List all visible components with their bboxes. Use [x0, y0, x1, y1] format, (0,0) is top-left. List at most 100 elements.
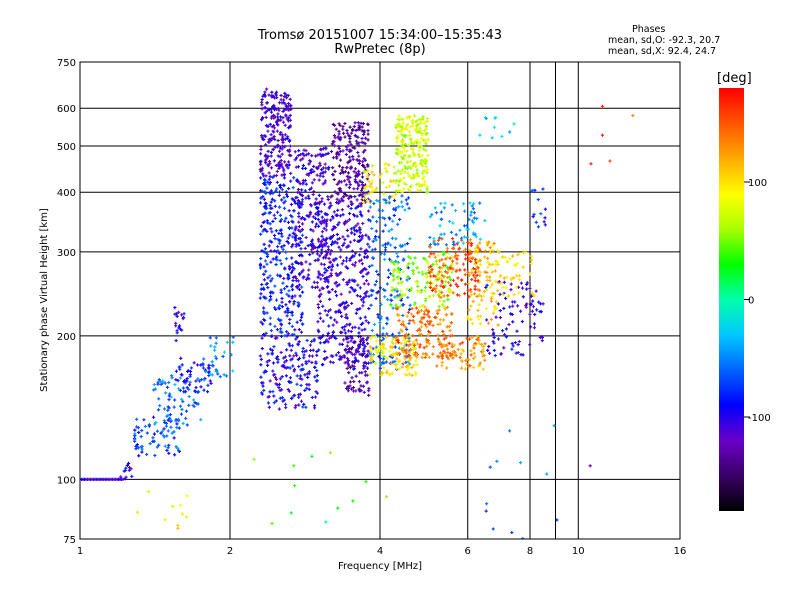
data-point	[341, 127, 345, 131]
data-point	[313, 216, 318, 220]
data-point	[423, 289, 427, 293]
data-point	[529, 325, 533, 329]
data-point	[295, 178, 299, 182]
data-point	[421, 303, 425, 308]
data-point	[502, 280, 506, 284]
data-point	[470, 219, 474, 223]
data-point	[176, 387, 181, 391]
data-point	[529, 294, 533, 298]
data-point	[157, 443, 161, 447]
data-point	[385, 371, 389, 375]
data-point	[330, 265, 335, 269]
data-point	[434, 259, 438, 263]
data-point	[282, 94, 286, 99]
data-point	[274, 90, 279, 94]
data-point	[437, 259, 442, 263]
data-point	[396, 148, 400, 152]
data-point	[401, 270, 405, 274]
data-point	[261, 94, 265, 98]
data-point	[303, 388, 307, 393]
data-point	[318, 336, 323, 340]
data-point	[488, 251, 493, 255]
data-point	[278, 228, 282, 232]
data-point	[344, 347, 348, 352]
data-point	[327, 206, 331, 210]
data-point	[231, 340, 235, 344]
data-point	[345, 228, 349, 232]
data-point	[330, 333, 335, 337]
data-point	[319, 172, 323, 176]
data-point	[407, 366, 411, 370]
data-point	[433, 255, 437, 259]
data-point	[352, 170, 356, 174]
data-point	[492, 304, 497, 308]
data-point	[327, 324, 331, 328]
data-point	[405, 278, 409, 282]
data-point	[516, 304, 520, 308]
data-point	[477, 293, 481, 297]
data-point	[269, 116, 274, 120]
data-point	[283, 199, 287, 203]
data-point	[451, 267, 455, 271]
data-point	[383, 166, 387, 171]
data-point	[326, 197, 330, 202]
data-point	[293, 232, 297, 236]
data-point	[318, 147, 323, 151]
data-point	[341, 243, 345, 248]
data-point	[269, 290, 273, 294]
data-point	[313, 365, 317, 370]
data-point	[280, 396, 284, 400]
data-point	[174, 312, 179, 316]
data-point	[359, 388, 363, 393]
data-point	[532, 212, 536, 217]
data-point	[333, 318, 337, 322]
data-point	[264, 282, 268, 286]
data-point	[268, 390, 272, 394]
data-point	[552, 424, 556, 428]
data-point	[163, 381, 167, 385]
data-point	[286, 387, 290, 392]
data-point	[458, 355, 462, 360]
data-point	[470, 277, 474, 282]
data-point	[366, 169, 370, 173]
data-point	[401, 313, 405, 318]
data-point	[299, 318, 303, 322]
data-point	[407, 174, 411, 178]
data-point	[366, 349, 370, 353]
data-point	[445, 249, 449, 254]
data-point	[442, 294, 446, 298]
data-point	[449, 266, 453, 270]
data-point	[489, 296, 493, 301]
data-point	[214, 368, 218, 372]
data-point	[438, 289, 442, 293]
data-point	[273, 324, 277, 329]
data-point	[419, 128, 423, 132]
data-point	[429, 270, 433, 274]
data-point	[270, 197, 274, 201]
data-point	[425, 325, 429, 329]
data-point	[266, 285, 270, 290]
data-point	[381, 181, 385, 185]
data-point	[408, 137, 412, 142]
data-point	[414, 350, 418, 355]
data-point	[299, 240, 303, 244]
data-point	[345, 351, 349, 355]
data-point	[346, 204, 350, 208]
data-point	[446, 297, 450, 302]
data-point	[259, 152, 263, 156]
data-point	[297, 327, 301, 332]
data-point	[305, 386, 309, 390]
data-point	[351, 287, 355, 291]
data-point	[289, 103, 293, 107]
plot-grid	[80, 62, 680, 539]
data-point	[288, 376, 293, 380]
data-point	[169, 418, 173, 423]
data-point	[290, 288, 295, 292]
data-point	[463, 209, 467, 213]
data-point	[266, 401, 270, 405]
data-point	[301, 180, 306, 184]
data-point	[395, 357, 399, 361]
data-point	[354, 134, 358, 138]
data-point	[485, 275, 489, 279]
data-point	[352, 226, 356, 230]
